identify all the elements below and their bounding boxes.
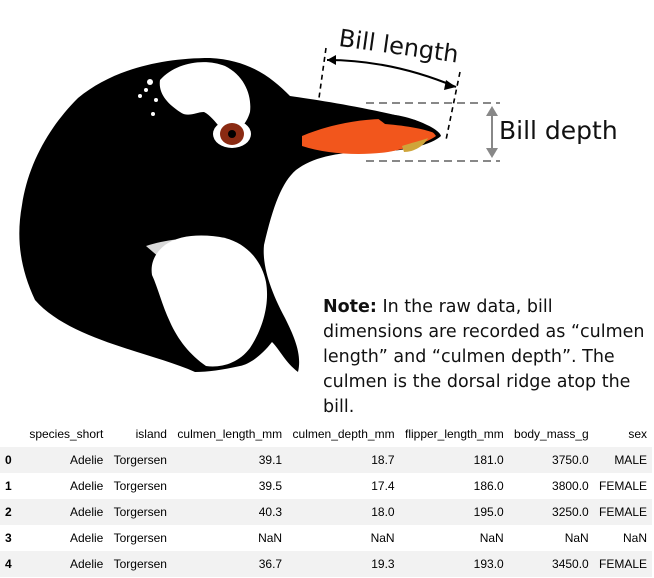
bill-length-right-guide	[445, 71, 461, 141]
cell-culmen-depth: 18.7	[371, 453, 395, 467]
row-index: 3	[5, 531, 12, 545]
column-header-culmen-length: culmen_length_mm	[177, 427, 283, 441]
cell-culmen-depth: 18.0	[371, 505, 395, 519]
column-header-sex: sex	[628, 427, 647, 441]
cell-body-mass: 3450.0	[552, 557, 589, 571]
row-index: 2	[5, 505, 12, 519]
note-body: In the raw data, bill dimensions are rec…	[323, 297, 645, 417]
cell-island: Torgersen	[113, 505, 167, 519]
dataframe-table: species_short island culmen_length_mm cu…	[0, 421, 652, 577]
cell-sex: FEMALE	[598, 557, 647, 571]
cell-flipper-length: 193.0	[473, 557, 504, 571]
cell-island: Torgersen	[113, 557, 167, 571]
cell-culmen-length: 40.3	[258, 505, 283, 519]
penguin-illustration	[19, 47, 500, 372]
penguin-bill	[302, 118, 436, 154]
row-index: 4	[5, 557, 12, 571]
cell-species: Adelie	[70, 505, 104, 519]
cell-sex: FEMALE	[598, 479, 647, 493]
column-header-species: species_short	[29, 427, 104, 441]
column-header-culmen-depth: culmen_depth_mm	[292, 427, 395, 441]
cell-sex: NaN	[622, 531, 647, 545]
cell-island: Torgersen	[113, 479, 167, 493]
cell-flipper-length: NaN	[479, 531, 504, 545]
table-row: 3 Adelie Torgersen NaN NaN NaN NaN NaN	[0, 525, 652, 551]
cell-culmen-length: 39.1	[258, 453, 283, 467]
column-header-island: island	[135, 427, 167, 441]
table-row: 4 Adelie Torgersen 36.7 19.3 193.0 3450.…	[0, 551, 652, 577]
table-row: 0 Adelie Torgersen 39.1 18.7 181.0 3750.…	[0, 447, 652, 473]
cell-flipper-length: 195.0	[473, 505, 504, 519]
column-header-body-mass: body_mass_g	[514, 427, 589, 441]
note-heading: Note:	[323, 297, 377, 317]
bill-depth-label: Bill depth	[499, 116, 618, 145]
cell-species: Adelie	[70, 453, 104, 467]
cell-sex: MALE	[614, 453, 647, 467]
penguin-eye-patch	[159, 62, 251, 134]
cell-body-mass: NaN	[564, 531, 589, 545]
cell-body-mass: 3800.0	[552, 479, 589, 493]
bill-length-left-guide	[318, 47, 327, 99]
cell-body-mass: 3250.0	[552, 505, 589, 519]
cell-culmen-depth: NaN	[370, 531, 395, 545]
cell-culmen-length: 39.5	[258, 479, 283, 493]
row-index: 1	[5, 479, 12, 493]
cell-species: Adelie	[70, 557, 104, 571]
note-text-block: Note: In the raw data, bill dimensions a…	[323, 295, 653, 420]
cell-species: Adelie	[70, 531, 104, 545]
table-row: 2 Adelie Torgersen 40.3 18.0 195.0 3250.…	[0, 499, 652, 525]
table-row: 1 Adelie Torgersen 39.5 17.4 186.0 3800.…	[0, 473, 652, 499]
cell-species: Adelie	[70, 479, 104, 493]
penguin-speckle-band	[146, 237, 226, 258]
cell-island: Torgersen	[113, 531, 167, 545]
cell-island: Torgersen	[113, 453, 167, 467]
cell-flipper-length: 181.0	[473, 453, 504, 467]
table-header-row: species_short island culmen_length_mm cu…	[0, 421, 652, 447]
bill-length-arrow	[326, 59, 457, 88]
cell-flipper-length: 186.0	[473, 479, 504, 493]
column-header-flipper-length: flipper_length_mm	[404, 427, 504, 441]
penguin-throat-patch	[151, 235, 268, 367]
cell-culmen-depth: 17.4	[371, 479, 395, 493]
row-index: 0	[5, 453, 12, 467]
cell-culmen-length: NaN	[258, 531, 283, 545]
cell-culmen-length: 36.7	[258, 557, 283, 571]
column-header-index	[0, 421, 24, 447]
cell-culmen-depth: 19.3	[371, 557, 395, 571]
cell-body-mass: 3750.0	[552, 453, 589, 467]
cell-sex: FEMALE	[598, 505, 647, 519]
